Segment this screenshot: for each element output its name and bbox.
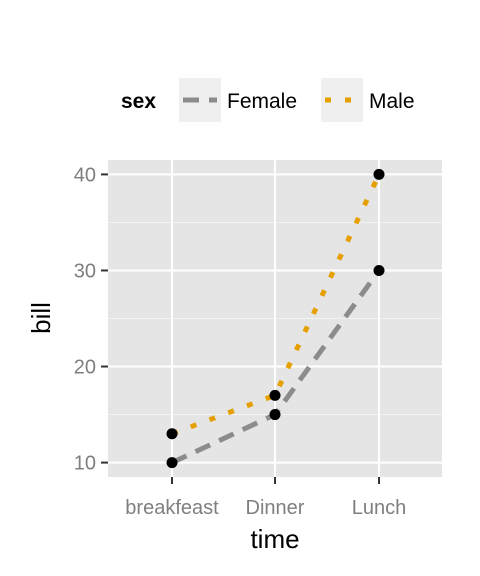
y-tick-label: 20 (74, 357, 96, 379)
x-axis-title: time (250, 524, 299, 554)
x-tick-label: Lunch (352, 497, 407, 519)
axes: 10 20 30 40 breakfeast Dinner Lunch (74, 164, 407, 519)
legend-label-female: Female (227, 90, 297, 113)
data-points (166, 168, 385, 469)
data-point-female (269, 409, 281, 421)
y-tick-label: 40 (74, 164, 96, 186)
data-point-male (373, 168, 385, 180)
grid-lines (108, 160, 442, 477)
x-tick-label: breakfeast (125, 497, 219, 519)
y-tick-label: 10 (74, 453, 96, 475)
data-point-male (269, 389, 281, 401)
data-point-male (166, 428, 178, 440)
legend: sex Female Male (121, 78, 415, 122)
legend-title: sex (121, 90, 156, 113)
legend-label-male: Male (369, 90, 415, 113)
data-point-female (166, 457, 178, 469)
data-point-female (373, 264, 385, 276)
x-tick-label: Dinner (246, 497, 305, 519)
y-axis-title: bill (26, 302, 56, 334)
y-tick-label: 30 (74, 260, 96, 282)
